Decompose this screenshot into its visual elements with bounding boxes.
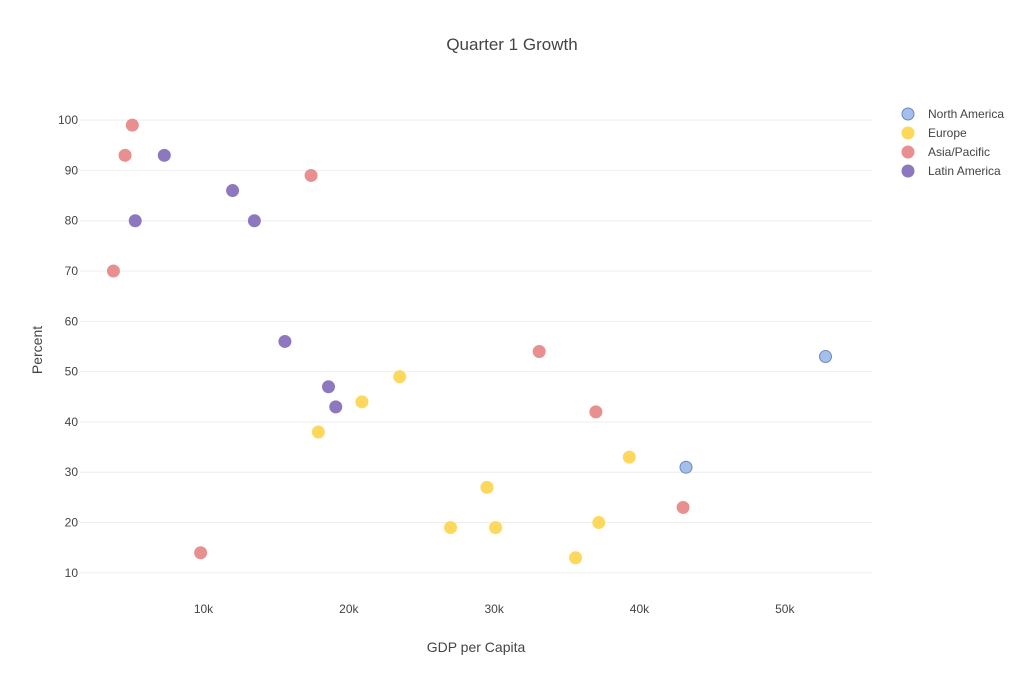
x-tick-label: 50k: [775, 602, 795, 616]
point-north-america[interactable]: [819, 351, 831, 363]
y-tick-label: 70: [65, 264, 79, 278]
y-axis-title: Percent: [29, 326, 45, 374]
gridlines: [80, 120, 872, 573]
legend[interactable]: North America Europe Asia/Pacific Latin Ame…: [902, 107, 1004, 178]
point-asia-pacific[interactable]: [195, 547, 207, 559]
y-tick-label: 80: [65, 214, 79, 228]
legend-item-europe[interactable]: Europe: [902, 126, 967, 140]
legend-label: Europe: [928, 126, 967, 140]
point-latin-america[interactable]: [330, 401, 342, 413]
point-asia-pacific[interactable]: [677, 501, 689, 513]
point-latin-america[interactable]: [248, 215, 260, 227]
x-tick-label: 40k: [630, 602, 650, 616]
y-tick-label: 90: [65, 163, 79, 177]
point-europe[interactable]: [570, 552, 582, 564]
point-europe[interactable]: [312, 426, 324, 438]
point-europe[interactable]: [481, 481, 493, 493]
x-tick-label: 10k: [194, 602, 214, 616]
point-asia-pacific[interactable]: [119, 149, 131, 161]
point-north-america[interactable]: [680, 461, 692, 473]
x-axis-title: GDP per Capita: [427, 639, 526, 655]
point-europe[interactable]: [356, 396, 368, 408]
x-axis-ticks: 10k 20k 30k 40k 50k: [194, 602, 796, 616]
legend-marker: [902, 165, 914, 177]
point-europe[interactable]: [490, 522, 502, 534]
y-tick-label: 20: [65, 516, 79, 530]
point-latin-america[interactable]: [322, 381, 334, 393]
point-asia-pacific[interactable]: [533, 346, 545, 358]
legend-label: Latin America: [928, 164, 1001, 178]
legend-item-latin-america[interactable]: Latin America: [902, 164, 1001, 178]
data-points: [107, 119, 831, 564]
x-tick-label: 20k: [339, 602, 359, 616]
legend-marker: [902, 108, 914, 120]
point-asia-pacific[interactable]: [107, 265, 119, 277]
point-asia-pacific[interactable]: [305, 169, 317, 181]
legend-label: Asia/Pacific: [928, 145, 990, 159]
point-europe[interactable]: [445, 522, 457, 534]
y-tick-label: 100: [58, 113, 78, 127]
y-tick-label: 30: [65, 465, 79, 479]
point-latin-america[interactable]: [227, 185, 239, 197]
point-latin-america[interactable]: [279, 335, 291, 347]
y-tick-label: 10: [65, 566, 79, 580]
y-tick-label: 50: [65, 365, 79, 379]
point-europe[interactable]: [394, 371, 406, 383]
point-latin-america[interactable]: [129, 215, 141, 227]
y-tick-label: 40: [65, 415, 79, 429]
y-tick-label: 60: [65, 314, 79, 328]
legend-label: North America: [928, 107, 1004, 121]
point-europe[interactable]: [623, 451, 635, 463]
point-asia-pacific[interactable]: [590, 406, 602, 418]
legend-marker: [902, 146, 914, 158]
legend-marker: [902, 127, 914, 139]
point-europe[interactable]: [593, 517, 605, 529]
point-asia-pacific[interactable]: [126, 119, 138, 131]
y-axis-ticks: 10 20 30 40 50 60 70 80 90 100: [58, 113, 78, 580]
x-tick-label: 30k: [484, 602, 504, 616]
point-latin-america[interactable]: [158, 149, 170, 161]
chart-title: Quarter 1 Growth: [446, 35, 577, 54]
legend-item-north-america[interactable]: North America: [902, 107, 1004, 121]
legend-item-asia-pacific[interactable]: Asia/Pacific: [902, 145, 990, 159]
